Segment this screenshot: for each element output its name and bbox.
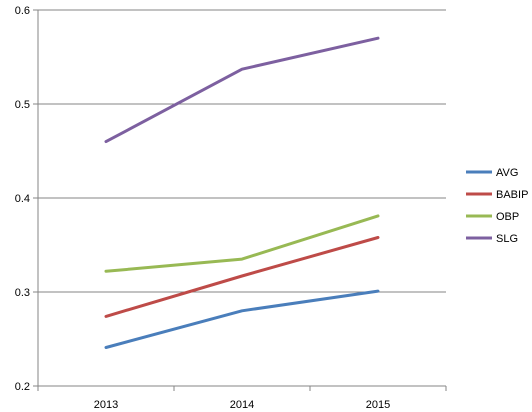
gridlines: [38, 9, 446, 387]
y-axis-tick-labels: 0.2 0.3 0.4 0.5 0.6: [15, 5, 30, 393]
legend-item-slg: SLG: [466, 233, 518, 245]
y-tick-label: 0.3: [15, 287, 30, 299]
series-line-obp: [104, 214, 380, 273]
x-axis-tick-labels: 2013 2014 2015: [94, 399, 390, 411]
series-lines: [104, 36, 380, 349]
legend-item-babip: BABIP: [466, 189, 528, 201]
legend-label: SLG: [496, 233, 518, 245]
series-line-avg: [104, 289, 380, 349]
y-tick-label: 0.5: [15, 99, 30, 111]
y-tick-label: 0.4: [15, 193, 30, 205]
y-tick-label: 0.2: [15, 381, 30, 393]
x-tick-label: 2013: [94, 399, 118, 411]
series-line-slg: [104, 36, 380, 144]
y-tick-label: 0.6: [15, 5, 30, 17]
axes: [33, 9, 447, 391]
legend-label: OBP: [496, 211, 519, 223]
legend: AVG BABIP OBP SLG: [466, 167, 528, 245]
legend-item-obp: OBP: [466, 211, 519, 223]
x-tick-label: 2014: [230, 399, 254, 411]
x-tick-label: 2015: [366, 399, 390, 411]
legend-label: AVG: [496, 167, 518, 179]
legend-item-avg: AVG: [466, 167, 518, 179]
legend-label: BABIP: [496, 189, 528, 201]
series-line-babip: [104, 236, 380, 318]
